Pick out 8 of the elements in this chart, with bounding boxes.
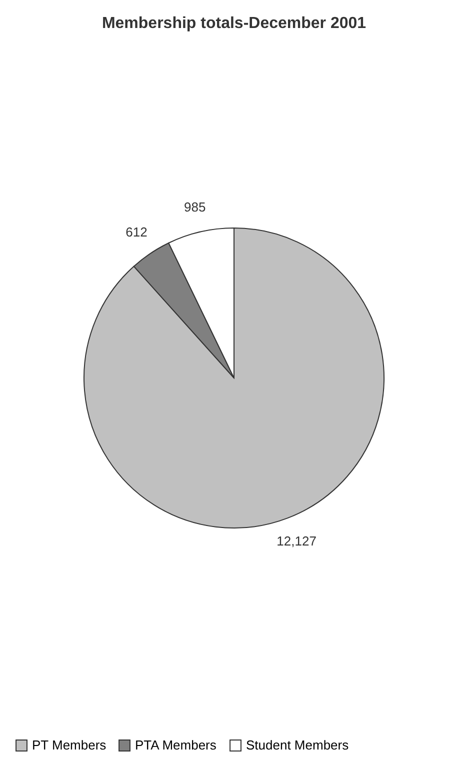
pie-slice — [84, 228, 384, 528]
data-label: 985 — [184, 199, 206, 214]
chart-title: Membership totals-December 2001 — [102, 15, 366, 32]
legend-label: Student Members — [246, 738, 350, 753]
data-label: 612 — [126, 224, 148, 240]
data-label: 12,127 — [276, 533, 316, 548]
legend-label: PT Members — [32, 738, 107, 753]
legend-label: PTA Members — [135, 738, 217, 753]
